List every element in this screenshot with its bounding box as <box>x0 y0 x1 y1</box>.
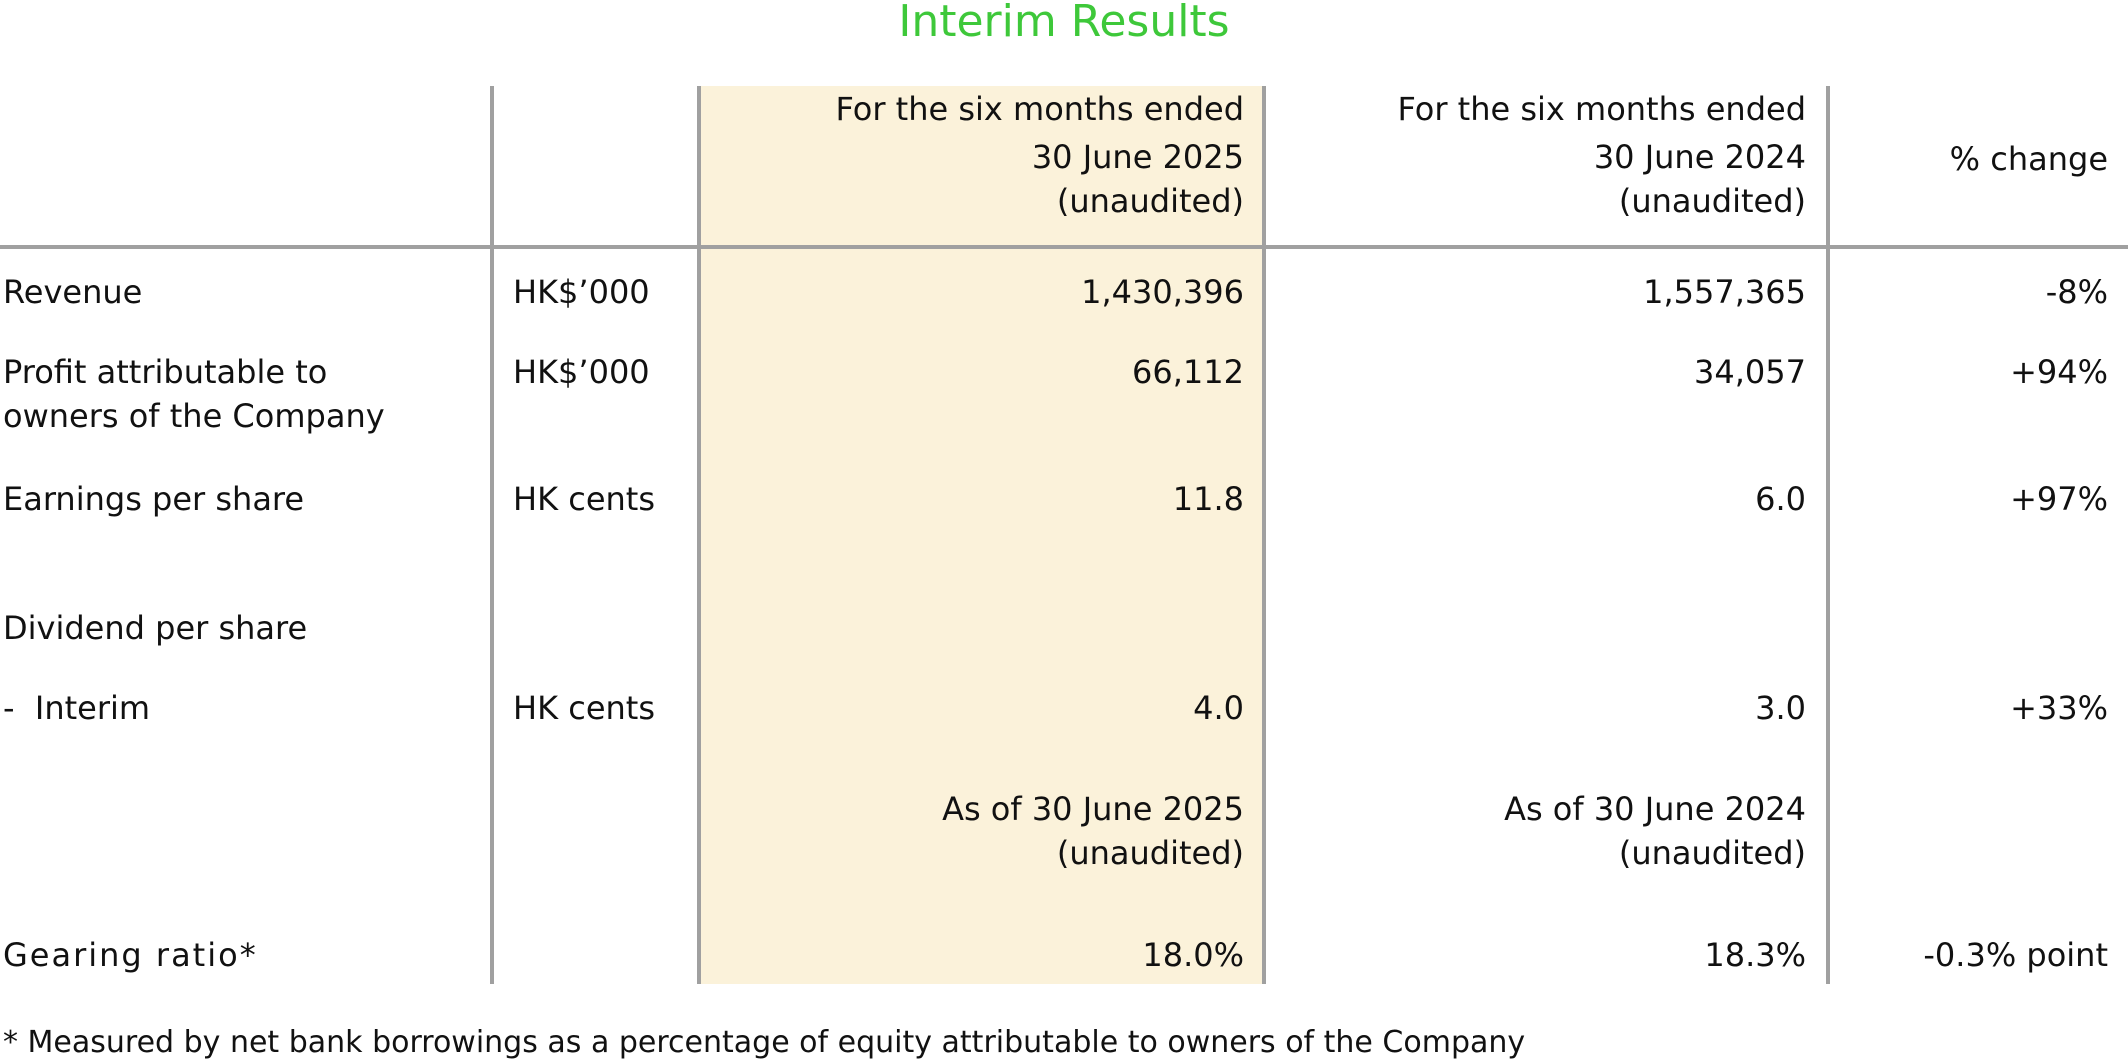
row-unit: HK cents <box>513 480 655 518</box>
header-rule <box>0 245 2128 249</box>
footnote: * Measured by net bank borrowings as a p… <box>3 1025 1526 1060</box>
row-change: +94% <box>2010 353 2108 391</box>
row-label: Gearing ratio* <box>3 936 258 974</box>
row-unit: HK$’000 <box>513 353 650 391</box>
header-current-line: For the six months ended <box>835 90 1244 128</box>
row-label: - Interim <box>3 689 151 727</box>
header-prior-line: (unaudited) <box>1618 182 1806 220</box>
current-period-highlight <box>701 86 1264 984</box>
row-prior-value: 18.3% <box>1704 936 1806 974</box>
row-label: Profit attributable to <box>3 353 328 391</box>
row-change: +97% <box>2010 480 2108 518</box>
row-current-value: 4.0 <box>1193 689 1244 727</box>
row-change: +33% <box>2010 689 2108 727</box>
row-current-value: 11.8 <box>1172 480 1244 518</box>
row-current-value: 66,112 <box>1132 353 1244 391</box>
divider-label-unit <box>490 86 494 984</box>
row-unit: HK$’000 <box>513 273 650 311</box>
row-prior-value: 1,557,365 <box>1643 273 1806 311</box>
row-unit: HK cents <box>513 689 655 727</box>
header-prior-line: For the six months ended <box>1397 90 1806 128</box>
row-current-value: 1,430,396 <box>1081 273 1244 311</box>
divider-prior-change <box>1826 86 1830 984</box>
as-of-prior: As of 30 June 2024 <box>1504 790 1806 828</box>
row-label: Revenue <box>3 273 143 311</box>
header-current-line: (unaudited) <box>1056 182 1244 220</box>
divider-current-prior <box>1262 86 1266 984</box>
row-prior-value: 34,057 <box>1694 353 1806 391</box>
row-label: Earnings per share <box>3 480 305 518</box>
page-title: Interim Results <box>898 0 1230 47</box>
row-current-value: 18.0% <box>1142 936 1244 974</box>
row-prior-value: 3.0 <box>1755 689 1806 727</box>
as-of-prior-note: (unaudited) <box>1618 834 1806 872</box>
as-of-current: As of 30 June 2025 <box>942 790 1244 828</box>
row-change: -0.3% point <box>1923 936 2108 974</box>
row-change: -8% <box>2045 273 2108 311</box>
header-change: % change <box>1949 140 2108 178</box>
dividend-heading: Dividend per share <box>3 609 308 647</box>
as-of-current-note: (unaudited) <box>1056 834 1244 872</box>
row-label: owners of the Company <box>3 397 385 435</box>
header-prior-line: 30 June 2024 <box>1593 138 1806 176</box>
divider-unit-current <box>697 86 701 984</box>
row-prior-value: 6.0 <box>1755 480 1806 518</box>
header-current-line: 30 June 2025 <box>1031 138 1244 176</box>
